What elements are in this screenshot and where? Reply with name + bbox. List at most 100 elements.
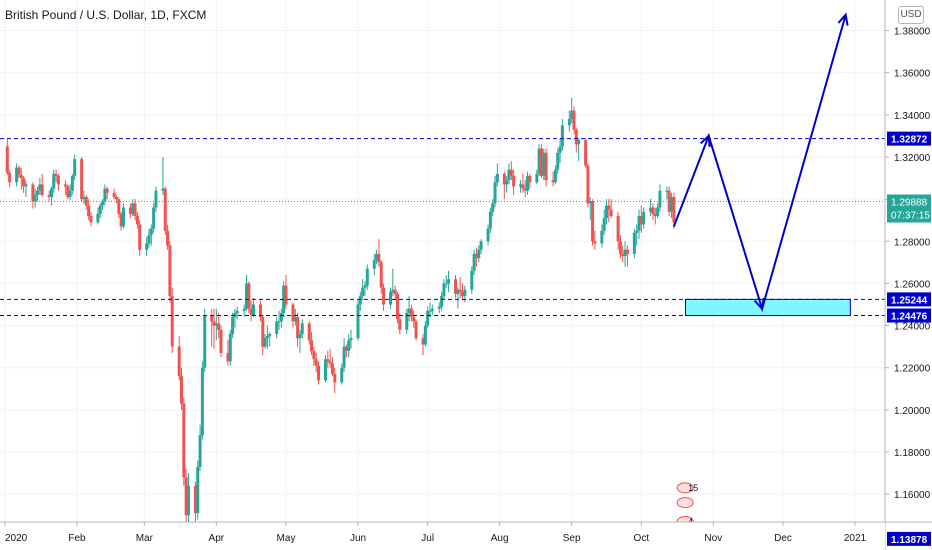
candle — [509, 161, 513, 181]
candle-body — [574, 129, 578, 145]
candle-body — [133, 203, 137, 216]
candle-body — [551, 180, 555, 183]
time-axis[interactable]: 2020 Feb Mar Apr May Jun Jul Aug Sep Oct Nov Dec 202… — [0, 521, 932, 550]
candle-body — [66, 186, 70, 198]
candle-body — [261, 317, 265, 347]
candle-body — [584, 140, 588, 166]
candle — [456, 287, 460, 309]
candle-body — [326, 359, 330, 362]
candle-body — [96, 213, 100, 223]
candle-body — [505, 180, 509, 185]
candle — [147, 228, 151, 248]
candle-body — [145, 243, 149, 250]
candle — [670, 192, 674, 219]
candle-body — [312, 350, 316, 360]
candle — [567, 110, 571, 132]
candle — [437, 302, 441, 313]
candle-body — [101, 201, 105, 206]
candle-body — [166, 230, 170, 246]
candle — [96, 207, 100, 225]
candle-body — [298, 334, 302, 339]
currency-button[interactable]: USD — [898, 6, 924, 24]
candle — [502, 171, 506, 200]
candle — [426, 306, 430, 328]
candle — [103, 184, 107, 206]
price-label-box — [887, 531, 931, 546]
time-tick-label: Jul — [421, 533, 434, 544]
candle-body — [103, 188, 107, 202]
candle-body — [414, 321, 418, 339]
candle — [463, 285, 467, 303]
candle-body — [537, 148, 541, 174]
candle-body — [442, 283, 446, 297]
price-tick-label: 1.22000 — [894, 364, 931, 375]
candle-body — [180, 376, 184, 404]
candle — [226, 340, 230, 366]
candle — [389, 287, 393, 309]
candle-body — [31, 184, 35, 202]
candle-body — [372, 260, 376, 269]
candle-body — [68, 190, 72, 198]
candle-body — [632, 232, 636, 254]
candle-body — [347, 340, 351, 351]
candle-body — [479, 241, 483, 250]
candle-body — [542, 152, 546, 176]
candle — [526, 171, 530, 195]
candle-body — [168, 245, 172, 297]
candle-body — [307, 323, 311, 341]
candle-body — [333, 374, 337, 383]
candle-body — [363, 285, 367, 288]
candle — [138, 220, 142, 257]
candle-body — [609, 209, 613, 216]
candle-body — [409, 308, 413, 318]
support-zone-rect — [684, 298, 851, 317]
candle — [586, 163, 590, 208]
candle — [602, 209, 606, 235]
candle — [70, 173, 74, 195]
candle — [572, 106, 576, 134]
candle-body — [36, 190, 40, 195]
projection-line — [672, 14, 847, 313]
candle-body — [54, 173, 58, 176]
candle-body — [430, 308, 434, 311]
candle-body — [80, 159, 84, 200]
candle-body — [217, 323, 221, 330]
candle-body — [131, 203, 135, 214]
candle-body — [112, 192, 116, 198]
price-tick-label: 1.34000 — [894, 111, 931, 122]
price-axis[interactable]: 1.380001.360001.340001.320001.300001.280… — [884, 0, 932, 550]
candle-body — [323, 359, 327, 381]
candle-body — [672, 197, 676, 223]
candle — [625, 245, 629, 267]
candle-body — [623, 249, 627, 257]
candle — [38, 178, 42, 195]
candle-body — [553, 169, 557, 183]
candle — [361, 279, 365, 301]
candle-body — [310, 340, 314, 351]
candle-body — [49, 188, 53, 198]
candle — [307, 321, 311, 345]
candle — [363, 281, 367, 297]
candle-body — [398, 319, 402, 330]
candle-body — [472, 253, 476, 271]
candle — [163, 186, 167, 235]
candle — [537, 144, 541, 176]
candle — [393, 285, 397, 301]
candle-body — [461, 291, 465, 297]
candle-body — [296, 317, 300, 339]
candle — [349, 329, 353, 349]
candle-body — [670, 197, 674, 212]
candle-body — [284, 285, 288, 305]
candle — [442, 279, 446, 301]
candle — [556, 148, 560, 174]
candle — [8, 169, 12, 188]
candle-body — [658, 190, 662, 208]
price-tick-label: 1.32000 — [894, 153, 931, 164]
price-tick-label: 1.24000 — [894, 322, 931, 333]
candle-body — [196, 466, 200, 514]
candle — [347, 334, 351, 358]
candle — [89, 211, 93, 227]
candle-body — [170, 296, 174, 347]
candle-body — [616, 215, 620, 242]
